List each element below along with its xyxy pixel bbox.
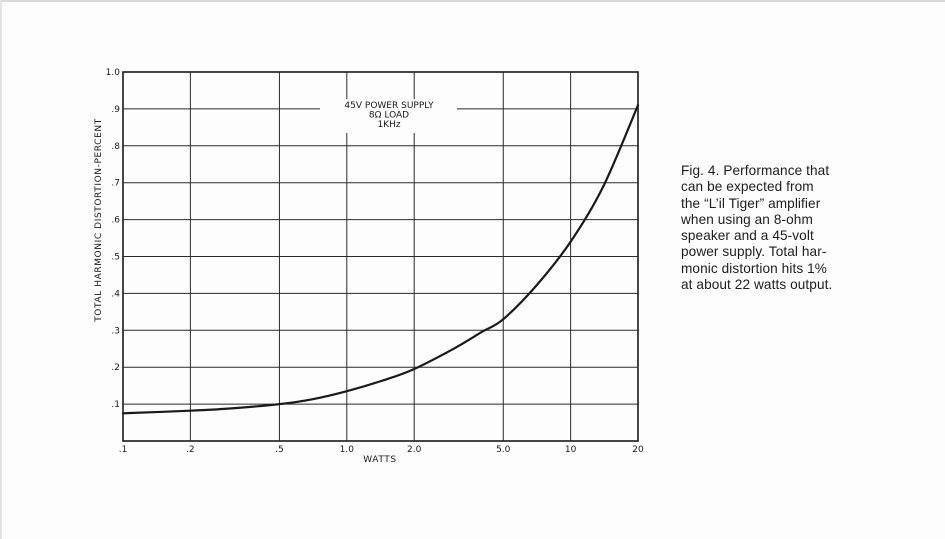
tick-layer: .1 .2 .5 1.0 2.0 5.0 10 20 .1 .2 .3 .4 .5 .6 .7 .8 .9 1.0 <box>106 68 644 455</box>
x-tick-label: 20 <box>632 445 644 455</box>
figure-caption: Fig. 4. Performance that can be expected… <box>681 163 833 293</box>
y-tick-label: .2 <box>111 363 120 373</box>
top-rule <box>0 0 945 2</box>
x-axis-label: WATTS <box>363 455 396 465</box>
y-tick-label: .6 <box>111 216 120 226</box>
y-axis-label: TOTAL HARMONIC DISTORTION-PERCENT <box>94 118 104 323</box>
series-layer <box>121 104 640 415</box>
x-tick-label: 10 <box>565 445 577 455</box>
x-tick-label: .2 <box>186 445 195 455</box>
annotation-line: 8Ω LOAD <box>369 111 409 121</box>
y-tick-label: .8 <box>111 142 120 152</box>
y-tick-label: .7 <box>111 179 120 189</box>
y-tick-label: .9 <box>111 105 120 115</box>
annotation-line: 1KHz <box>377 120 400 130</box>
x-tick-label: .5 <box>275 445 284 455</box>
y-tick-label: .1 <box>111 400 120 410</box>
x-tick-label: 2.0 <box>407 445 422 455</box>
distortion-curve <box>121 104 640 415</box>
annotation-line: 45V POWER SUPPLY <box>344 101 434 111</box>
x-tick-label: 1.0 <box>340 445 355 455</box>
y-tick-label: 1.0 <box>106 68 121 78</box>
y-tick-label: .3 <box>111 326 120 336</box>
x-tick-label: .1 <box>119 445 128 455</box>
y-tick-label: .5 <box>111 253 120 263</box>
left-rule <box>0 0 2 539</box>
y-tick-label: .4 <box>111 289 120 299</box>
x-tick-label: 5.0 <box>496 445 511 455</box>
annotation-backdrop <box>320 99 457 133</box>
